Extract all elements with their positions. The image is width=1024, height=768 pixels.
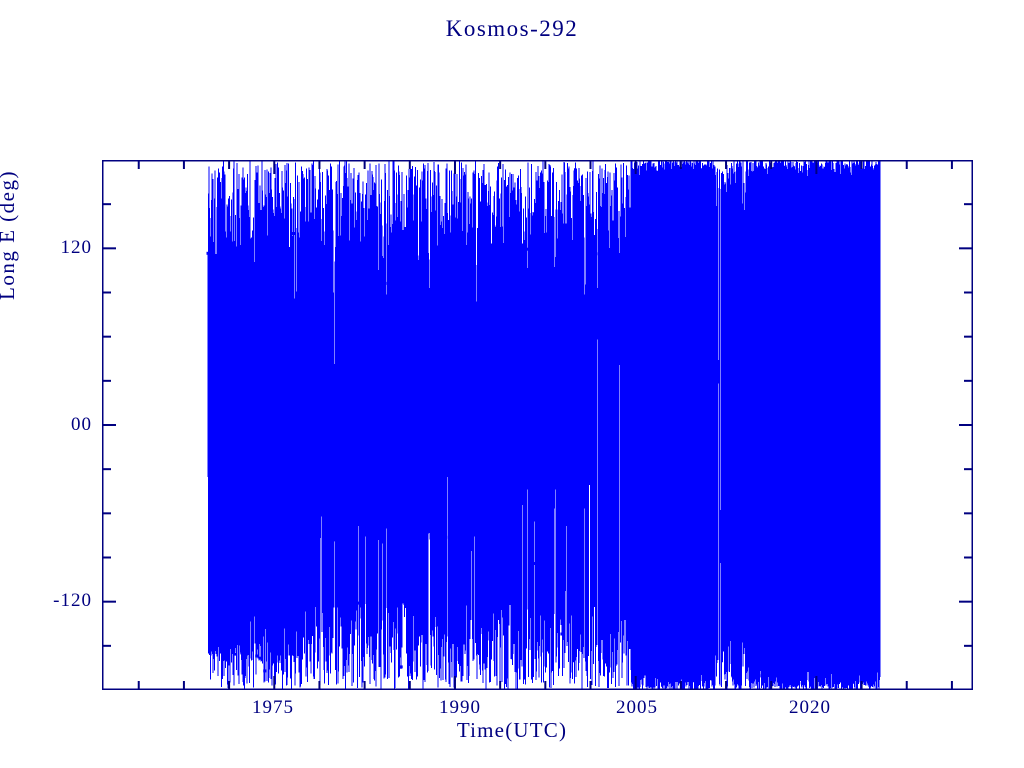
x-axis-label: Time(UTC)	[456, 718, 568, 742]
chart-title: Kosmos-292	[445, 16, 579, 41]
data-series-longitude	[206, 160, 881, 690]
y-axis-label: Long E (deg)	[0, 170, 19, 300]
axes-frame	[102, 160, 973, 690]
x-tick-label-2020: 2020	[789, 697, 831, 718]
plot-area	[102, 160, 973, 690]
y-tick-label-120: 120	[60, 237, 92, 258]
y-tick-label-0: 00	[71, 414, 92, 435]
plot-canvas	[102, 160, 973, 690]
y-tick-label-minus120: -120	[53, 590, 92, 611]
x-tick-label-1975: 1975	[252, 697, 294, 718]
x-tick-label-1990: 1990	[439, 697, 481, 718]
x-tick-label-2005: 2005	[616, 697, 658, 718]
